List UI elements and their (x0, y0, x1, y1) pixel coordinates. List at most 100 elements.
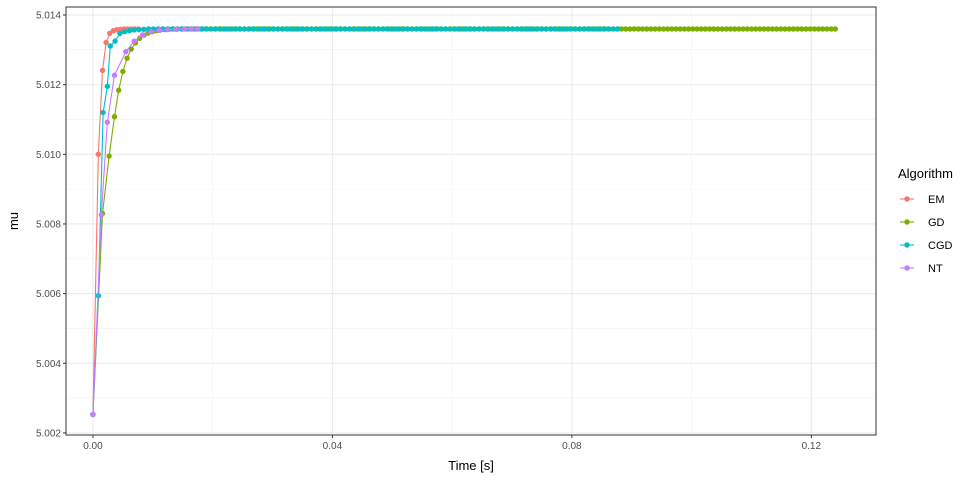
data-point-gd (631, 26, 637, 32)
data-point-cgd (538, 26, 545, 32)
data-point-cgd (260, 26, 267, 32)
data-point-cgd (256, 26, 262, 32)
data-point-cgd (557, 26, 564, 32)
data-point-cgd (596, 26, 602, 32)
data-point-nt (148, 29, 154, 35)
y-axis: 5.002 5.004 5.006 5.008 5.010 5.012 5.014 (36, 11, 66, 439)
y-tick-label: 5.010 (36, 150, 61, 161)
data-point-cgd (452, 26, 458, 32)
data-point-cgd (112, 38, 118, 44)
data-point-cgd (327, 26, 334, 32)
data-point-cgd (543, 26, 549, 32)
data-point-gd (757, 26, 763, 32)
data-point-cgd (227, 26, 233, 32)
data-point-cgd (303, 26, 310, 32)
data-point-cgd (390, 26, 396, 32)
data-point-nt (104, 119, 111, 125)
data-point-gd (644, 26, 650, 32)
data-point-gd (656, 26, 662, 32)
data-point-em (103, 39, 109, 46)
data-point-gd (782, 26, 788, 32)
data-point-cgd (275, 26, 281, 32)
data-point-cgd (438, 26, 444, 32)
data-point-cgd (270, 26, 276, 32)
data-point-gd (740, 26, 746, 32)
data-point-gd (685, 26, 692, 32)
data-point-cgd (212, 26, 219, 32)
data-point-gd (706, 26, 713, 32)
data-point-cgd (323, 26, 329, 32)
data-point-gd (664, 26, 671, 32)
data-point-cgd (500, 26, 506, 32)
legend: Algorithm EM GD CGD NT (898, 166, 953, 275)
data-point-cgd (284, 26, 291, 32)
x-tick-label: 0.12 (802, 441, 822, 452)
data-point-cgd (366, 26, 372, 32)
data-point-cgd (241, 26, 248, 32)
data-point-gd (627, 26, 633, 32)
data-point-cgd (471, 26, 477, 32)
data-point-gd (778, 26, 784, 32)
x-axis-title: Time [s] (448, 458, 494, 473)
legend-item-cgd: CGD (900, 240, 953, 252)
data-point-cgd (217, 26, 224, 32)
legend-label: GD (928, 217, 945, 229)
data-point-cgd (299, 26, 305, 32)
data-point-cgd (490, 26, 497, 32)
data-point-cgd (605, 26, 612, 32)
data-point-gd (832, 26, 838, 32)
data-point-gd (669, 26, 675, 32)
data-point-cgd (246, 26, 252, 32)
legend-item-em: EM (900, 194, 945, 206)
legend-key-point (904, 219, 910, 225)
y-tick-label: 5.002 (36, 428, 61, 439)
data-point-cgd (485, 26, 492, 32)
y-tick-label: 5.006 (36, 289, 61, 300)
data-point-gd (623, 26, 629, 32)
y-tick-label: 5.004 (36, 359, 61, 370)
data-point-gd (752, 26, 759, 32)
data-point-cgd (117, 30, 123, 37)
y-axis-title: mu (6, 212, 21, 230)
data-point-cgd (337, 26, 343, 32)
data-point-gd (786, 26, 792, 32)
data-point-cgd (562, 26, 568, 32)
legend-key-point (904, 265, 910, 271)
data-point-em (99, 67, 106, 74)
data-point-gd (773, 26, 780, 32)
data-point-cgd (409, 26, 415, 32)
data-point-gd (803, 26, 809, 32)
data-point-nt (181, 26, 188, 32)
data-point-em (95, 151, 102, 158)
data-point-cgd (462, 26, 468, 32)
data-point-cgd (232, 26, 238, 32)
data-point-gd (128, 46, 134, 52)
data-point-cgd (529, 26, 535, 32)
data-point-cgd (586, 26, 592, 32)
data-point-cgd (126, 27, 133, 34)
data-point-cgd (576, 26, 583, 32)
data-point-gd (807, 26, 813, 32)
data-point-cgd (553, 26, 559, 32)
x-tick-label: 0.08 (562, 441, 582, 452)
data-point-gd (815, 26, 822, 32)
data-point-gd (811, 26, 818, 32)
data-point-gd (715, 26, 721, 32)
data-point-cgd (208, 26, 214, 32)
data-point-cgd (615, 26, 621, 32)
data-point-cgd (289, 26, 295, 32)
data-point-gd (765, 26, 771, 32)
data-point-cgd (385, 26, 391, 32)
legend-key-point (904, 196, 910, 202)
legend-item-nt: NT (900, 263, 943, 275)
data-point-cgd (399, 26, 406, 32)
data-point-cgd (222, 26, 228, 32)
data-point-cgd (414, 26, 420, 32)
data-point-gd (635, 26, 642, 32)
data-point-cgd (495, 26, 501, 32)
data-point-cgd (418, 26, 425, 32)
data-point-cgd (294, 26, 300, 32)
legend-label: CGD (928, 240, 953, 252)
